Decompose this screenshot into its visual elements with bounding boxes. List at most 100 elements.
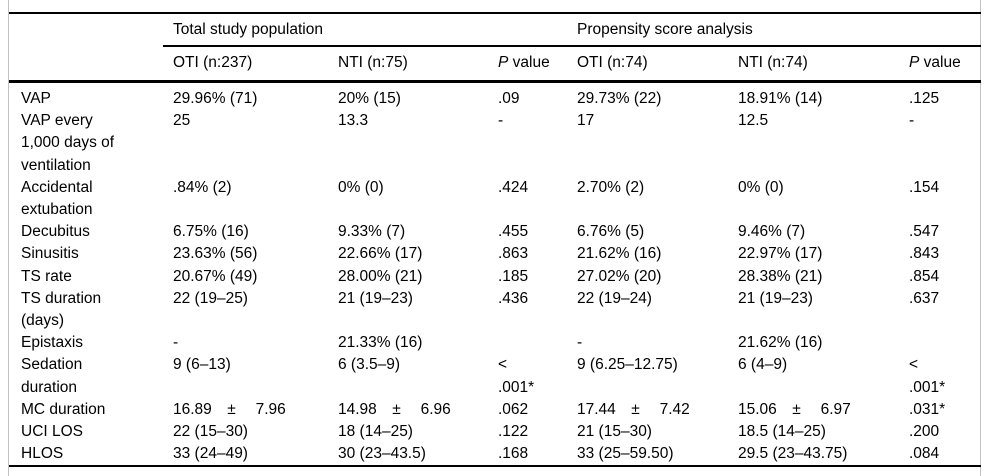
p2-italic: P bbox=[909, 54, 920, 71]
cell-psa-nti: 21.62% (16) bbox=[738, 334, 823, 352]
cell-p2: .854 bbox=[909, 267, 940, 285]
cell-p2: .084 bbox=[909, 445, 940, 463]
table-row-ts-duration: TS duration (days) 22 (19–25) 21 (19–23)… bbox=[9, 288, 981, 332]
cell-p2: .637 bbox=[909, 289, 940, 307]
cell-total-nti: 21.33% (16) bbox=[338, 334, 423, 352]
cell-p1: .168 bbox=[498, 445, 529, 463]
row-label: MC duration bbox=[21, 400, 106, 418]
cell-total-oti: 22 (15–30) bbox=[173, 423, 248, 441]
cell-total-oti: 29.96% (71) bbox=[173, 90, 258, 107]
cell-psa-oti: 21 (15–30) bbox=[577, 423, 652, 441]
cell-psa-oti: 9 (6.25–12.75) bbox=[577, 356, 678, 374]
cell-p1 bbox=[488, 332, 567, 354]
cell-p2: < .001* bbox=[909, 356, 946, 396]
p2-rest: value bbox=[919, 54, 961, 71]
cell-psa-oti: 22 (19–24) bbox=[577, 289, 652, 307]
row-label: UCI LOS bbox=[21, 423, 84, 441]
cell-psa-nti: 6 (4–9) bbox=[738, 356, 788, 374]
row-label: HLOS bbox=[21, 445, 64, 463]
cell-psa-nti: 29.5 (23–43.75) bbox=[738, 445, 848, 463]
cell-p2: .154 bbox=[909, 178, 940, 196]
row-label: Sinusitis bbox=[21, 245, 79, 263]
cell-p2 bbox=[899, 332, 981, 354]
cell-total-oti: 22 (19–25) bbox=[173, 289, 248, 307]
row-label: Epistaxis bbox=[21, 334, 84, 352]
cell-p1: .436 bbox=[498, 289, 529, 307]
group-header-row: Total study population Propensity score … bbox=[9, 12, 982, 47]
cell-psa-nti: 18.91% (14) bbox=[738, 90, 823, 107]
corner-cell bbox=[9, 12, 163, 46]
cell-psa-oti: 6.76% (5) bbox=[577, 223, 645, 241]
cell-total-oti: - bbox=[173, 334, 179, 352]
cell-psa-nti: 12.5 bbox=[738, 112, 769, 130]
cell-psa-nti: 21 (19–23) bbox=[738, 289, 813, 307]
cell-psa-nti: 22.97% (17) bbox=[738, 245, 823, 263]
row-label: Accidental extubation bbox=[21, 178, 93, 219]
table-row-sedation-duration: Sedation duration 9 (6–13) 6 (3.5–9) < .… bbox=[9, 354, 981, 398]
cell-p1: .455 bbox=[498, 223, 529, 241]
cell-total-nti: 14.98 ± 6.96 bbox=[338, 400, 451, 418]
cell-psa-oti: 17.44 ± 7.42 bbox=[577, 400, 690, 418]
cell-total-nti: 20% (15) bbox=[338, 90, 401, 107]
cell-total-nti: 6 (3.5–9) bbox=[338, 356, 401, 374]
cell-total-oti: 16.89 ± 7.96 bbox=[173, 400, 286, 418]
cell-psa-nti: 28.38% (21) bbox=[738, 267, 823, 285]
cell-p1: .09 bbox=[498, 90, 520, 107]
cell-psa-oti: 21.62% (16) bbox=[577, 245, 662, 263]
cell-p1: .122 bbox=[498, 423, 529, 441]
cell-total-nti: 18 (14–25) bbox=[338, 423, 413, 441]
col-header-total-nti: NTI (n:75) bbox=[328, 46, 488, 83]
cell-p2: .547 bbox=[909, 223, 940, 241]
outcomes-table: Total study population Propensity score … bbox=[9, 12, 982, 468]
row-label: TS duration (days) bbox=[21, 289, 102, 330]
table-row-vap-per-1000: VAP every 1,000 days of ventilation 25 1… bbox=[9, 110, 981, 177]
cell-total-oti: 25 bbox=[173, 112, 191, 130]
cell-psa-nti: 15.06 ± 6.97 bbox=[738, 400, 851, 418]
row-label: TS rate bbox=[21, 267, 72, 285]
cell-p1: .424 bbox=[498, 178, 529, 196]
cell-p1: .185 bbox=[498, 267, 529, 285]
col-header-p2: P value bbox=[899, 46, 982, 83]
group-header-psa: Propensity score analysis bbox=[567, 12, 982, 47]
table-row-vap: VAP 29.96% (71) 20% (15) .09 29.73% (22)… bbox=[9, 82, 981, 111]
cell-total-nti: 9.33% (7) bbox=[338, 223, 406, 241]
col-header-psa-oti: OTI (n:74) bbox=[567, 46, 728, 83]
cell-p1: < .001* bbox=[498, 356, 535, 396]
cell-p1: - bbox=[498, 112, 504, 130]
cell-p2: - bbox=[909, 112, 915, 130]
cell-psa-oti: - bbox=[577, 334, 583, 352]
p1-rest: value bbox=[508, 54, 550, 71]
cell-p2: .125 bbox=[909, 90, 940, 107]
cell-total-oti: 6.75% (16) bbox=[173, 223, 249, 241]
table-row-decubitus: Decubitus 6.75% (16) 9.33% (7) .455 6.76… bbox=[9, 221, 981, 243]
table-row-sinusitis: Sinusitis 23.63% (56) 22.66% (17) .863 2… bbox=[9, 243, 981, 265]
cell-total-nti: 13.3 bbox=[338, 112, 369, 130]
col-header-psa-nti: NTI (n:74) bbox=[728, 46, 899, 83]
cell-psa-oti: 27.02% (20) bbox=[577, 267, 662, 285]
cell-p1: .863 bbox=[498, 245, 529, 263]
table-row-mc-duration: MC duration 16.89 ± 7.96 14.98 ± 6.96 .0… bbox=[9, 399, 981, 421]
column-header-row: OTI (n:237) NTI (n:75) P value OTI (n:74… bbox=[9, 46, 982, 83]
cell-total-nti: 21 (19–23) bbox=[338, 289, 413, 307]
corner-cell-2 bbox=[9, 46, 163, 83]
cell-psa-nti: 9.46% (7) bbox=[738, 223, 806, 241]
table-frame: Total study population Propensity score … bbox=[8, 0, 982, 476]
cell-total-oti: 20.67% (49) bbox=[173, 267, 258, 285]
cell-psa-oti: 33 (25–59.50) bbox=[577, 445, 674, 463]
cell-p2: .843 bbox=[909, 245, 940, 263]
row-label: Decubitus bbox=[21, 223, 90, 241]
table-row-accidental-extubation: Accidental extubation .84% (2) 0% (0) .4… bbox=[9, 177, 981, 221]
group-header-total: Total study population bbox=[163, 12, 567, 47]
row-label: Sedation duration bbox=[21, 356, 83, 396]
cell-p2: .200 bbox=[909, 423, 940, 441]
table-row-ts-rate: TS rate 20.67% (49) 28.00% (21) .185 27.… bbox=[9, 266, 981, 288]
cell-p2: .031* bbox=[909, 400, 946, 418]
cell-total-oti: 9 (6–13) bbox=[173, 356, 231, 374]
p1-italic: P bbox=[498, 54, 509, 71]
cell-psa-nti: 0% (0) bbox=[738, 178, 784, 196]
table-row-hlos: HLOS 33 (24–49) 30 (23–43.5) .168 33 (25… bbox=[9, 443, 981, 466]
cell-total-nti: 28.00% (21) bbox=[338, 267, 423, 285]
cell-total-oti: .84% (2) bbox=[173, 178, 232, 196]
row-label: VAP bbox=[21, 90, 51, 107]
table-row-uci-los: UCI LOS 22 (15–30) 18 (14–25) .122 21 (1… bbox=[9, 421, 981, 443]
